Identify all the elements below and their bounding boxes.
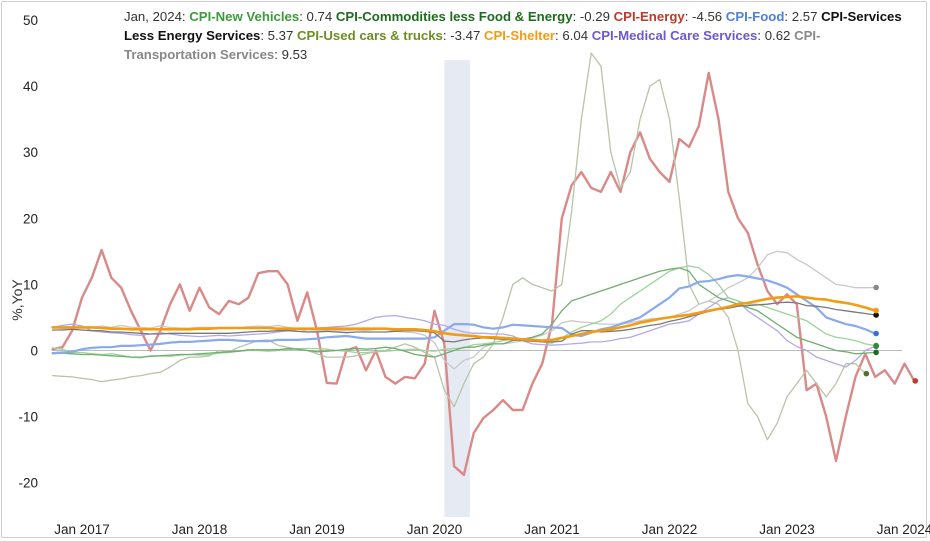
series-line [51, 295, 877, 342]
legend-date: Jan, 2024: [124, 9, 190, 24]
series-end-dot [873, 307, 879, 314]
y-tick-label: -20 [18, 476, 38, 491]
legend-entry-name: CPI-Transportation Services [124, 28, 821, 62]
legend-entry-value: : -3.47 [442, 28, 484, 43]
series-end-dot [873, 330, 879, 337]
y-tick-label: 10 [23, 277, 38, 292]
legend-entry-value: : 2.57 [784, 9, 822, 24]
y-tick-label: 30 [23, 145, 38, 160]
legend-entry-name: CPI-Services Less Energy Services [124, 9, 902, 43]
y-tick-label: -10 [18, 410, 38, 425]
recession-shade [444, 60, 470, 517]
series-line [51, 52, 866, 441]
legend-entry-value: : 0.74 [299, 9, 336, 24]
x-tick-label: Jan 2019 [289, 522, 345, 537]
y-tick-label: 20 [23, 211, 38, 226]
x-tick-label: Jan 2021 [524, 522, 580, 537]
y-tick-label: 40 [23, 79, 38, 94]
series-line [51, 274, 877, 355]
legend-entry-name: CPI-Food [725, 9, 785, 24]
legend-entry-name: CPI-Energy [613, 9, 685, 24]
series-end-dot [863, 370, 870, 377]
x-tick-label: Jan 2022 [642, 522, 698, 537]
legend-entry-name: CPI-New Vehicles [189, 9, 300, 24]
series-line [51, 71, 916, 476]
x-tick-label: Jan 2020 [407, 522, 463, 537]
legend-entry-name: CPI-Commodities less Food & Energy [335, 9, 573, 24]
series-end-dot [873, 342, 879, 349]
legend-entry-value: : 0.62 [757, 28, 795, 43]
legend-entry-value: : 5.37 [260, 28, 298, 43]
series-end-dot [873, 312, 879, 318]
y-axis-label: %,YoY [9, 279, 25, 321]
legend-entry-name: CPI-Shelter [483, 28, 556, 43]
y-tick-label: 0 [30, 344, 38, 359]
legend-entry-value: : 9.53 [274, 47, 308, 62]
legend-entry-name: CPI-Used cars & trucks [297, 28, 443, 43]
series-end-dot [873, 349, 879, 356]
x-tick-label: Jan 2018 [172, 522, 228, 537]
series-line [51, 301, 876, 343]
legend-entry-value: : -0.29 [572, 9, 614, 24]
legend-entry-name: CPI-Medical Care Services [591, 28, 758, 43]
x-tick-label: Jan 2017 [54, 522, 110, 537]
chart-legend: Jan, 2024: CPI-New Vehicles: 0.74 CPI-Co… [124, 7, 904, 64]
x-tick-label: Jan 2024 [877, 522, 930, 537]
legend-entry-value: : 6.04 [555, 28, 592, 43]
series-end-dot [873, 284, 879, 291]
y-tick-label: 50 [23, 13, 38, 28]
x-tick-label: Jan 2023 [759, 522, 815, 537]
legend-entry-value: : -4.56 [684, 9, 726, 24]
series-end-dot [912, 378, 919, 384]
